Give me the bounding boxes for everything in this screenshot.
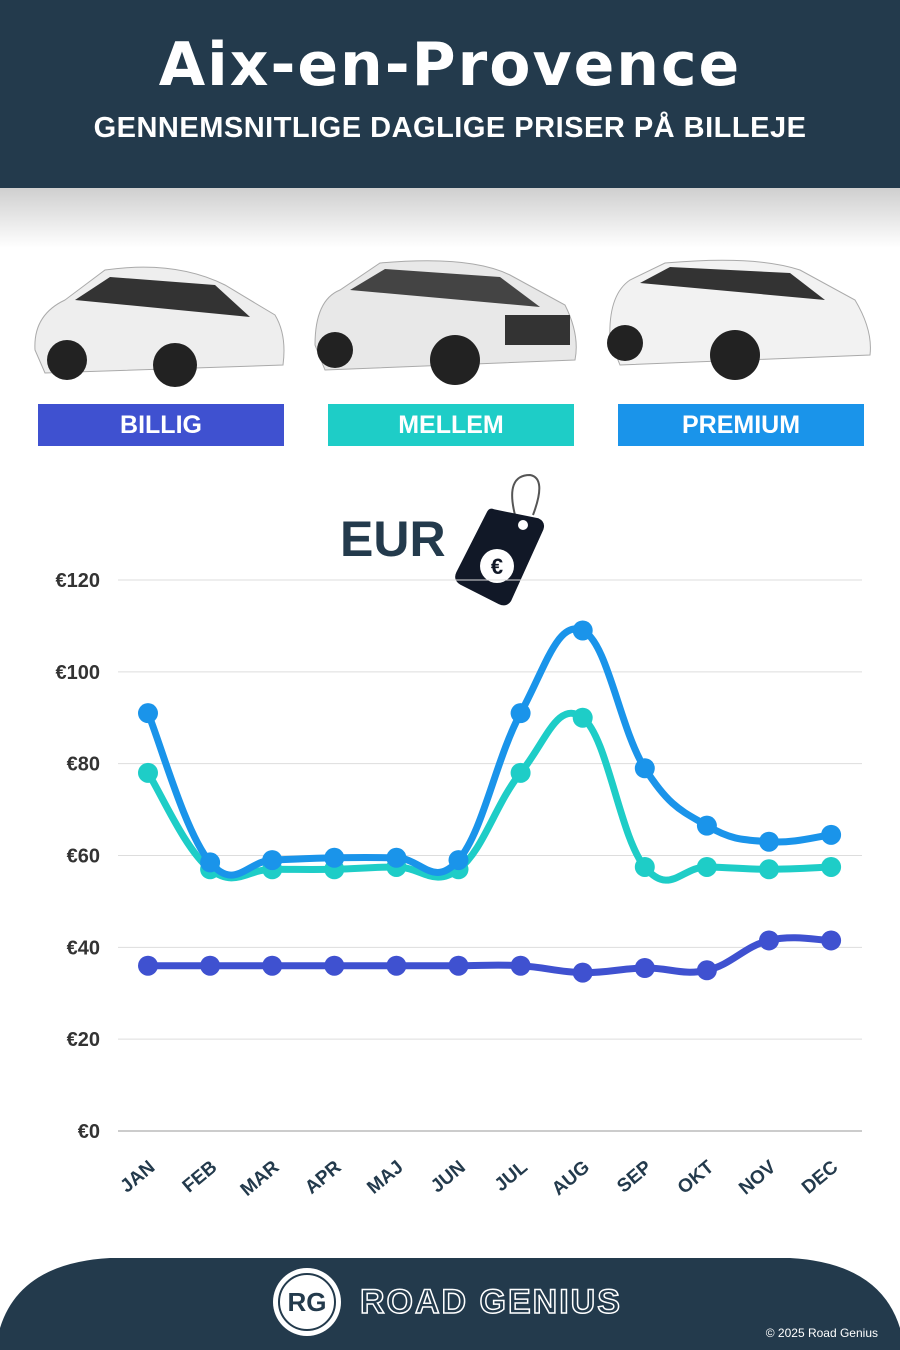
y-tick-label: €0 (78, 1121, 100, 1143)
y-tick-label: €60 (67, 846, 100, 868)
data-point-billig (572, 962, 593, 983)
data-point-premium (324, 847, 345, 868)
footer (0, 1258, 900, 1350)
data-point-premium (262, 850, 283, 871)
data-point-billig (262, 955, 283, 976)
data-point-mellem (821, 856, 842, 877)
legend-premium: PREMIUM (618, 404, 864, 446)
page-title: Aix-en-Provence (158, 30, 742, 100)
y-tick-label: €80 (67, 754, 100, 776)
page-subtitle: GENNEMSNITLIGE DAGLIGE PRISER PÅ BILLEJE (93, 112, 807, 144)
series-line-billig (144, 934, 835, 977)
data-point-mellem (696, 856, 717, 877)
data-point-mellem (634, 856, 655, 877)
y-tick-label: €120 (56, 570, 101, 592)
x-tick-label: FEB (179, 1157, 222, 1198)
legend-mellem: MELLEM (328, 404, 574, 446)
svg-text:€: € (491, 554, 503, 579)
data-point-premium (759, 831, 779, 852)
x-tick-label: OKT (674, 1156, 719, 1198)
data-point-billig (200, 955, 221, 976)
y-tick-label: €100 (56, 662, 101, 684)
data-point-premium (138, 703, 158, 724)
midsize-car-image (314, 260, 577, 385)
data-point-mellem (572, 707, 593, 728)
data-point-billig (138, 955, 158, 976)
x-tick-label: APR (301, 1157, 345, 1199)
data-point-billig (510, 955, 531, 976)
x-tick-label: JUN (427, 1157, 470, 1198)
data-point-premium (510, 703, 531, 724)
data-point-billig (821, 930, 842, 951)
line-chart: €0 €20 €40 €60 €80 €100 €120 JAN FEB MAR APR MAJ JUN… (56, 570, 862, 1200)
x-tick-label: SEP (613, 1157, 656, 1198)
x-tick-label: NOV (735, 1157, 780, 1200)
data-point-billig (634, 957, 655, 978)
data-point-premium (634, 758, 655, 779)
y-tick-label: €20 (67, 1029, 100, 1051)
x-tick-label: MAR (237, 1157, 284, 1200)
data-point-billig (759, 930, 779, 951)
data-point-billig (696, 960, 717, 981)
data-point-mellem (138, 762, 158, 783)
data-point-billig (386, 955, 407, 976)
currency-label: EUR (340, 511, 446, 567)
header: Aix-en-Provence GENNEMSNITLIGE DAGLIGE P… (0, 0, 900, 188)
data-point-premium (448, 850, 469, 871)
data-point-billig (324, 955, 345, 976)
x-tick-label: JUL (491, 1156, 532, 1195)
data-point-premium (386, 847, 407, 868)
data-point-premium (696, 815, 717, 836)
premium-car-image (607, 259, 871, 380)
x-tick-label: JAN (117, 1157, 160, 1198)
series-line-premium (144, 625, 835, 879)
x-tick-label: AUG (548, 1157, 594, 1200)
road-genius-logo: RG (273, 1268, 341, 1336)
brand-name: ROAD GENIUS (359, 1282, 622, 1322)
data-point-billig (448, 955, 469, 976)
euro-price-tag-icon: € (455, 473, 545, 606)
header-shadow (0, 188, 900, 248)
x-tick-label: MAJ (363, 1157, 407, 1199)
legend-billig: BILLIG (38, 404, 284, 446)
copyright: © 2025 Road Genius (765, 1326, 878, 1340)
data-point-mellem (510, 762, 531, 783)
economy-car-image (34, 266, 285, 387)
y-tick-label: €40 (67, 937, 100, 959)
data-point-premium (200, 852, 221, 873)
x-tick-label: DEC (798, 1157, 842, 1199)
data-point-premium (821, 824, 842, 845)
data-point-mellem (759, 859, 779, 880)
data-point-premium (572, 620, 593, 641)
